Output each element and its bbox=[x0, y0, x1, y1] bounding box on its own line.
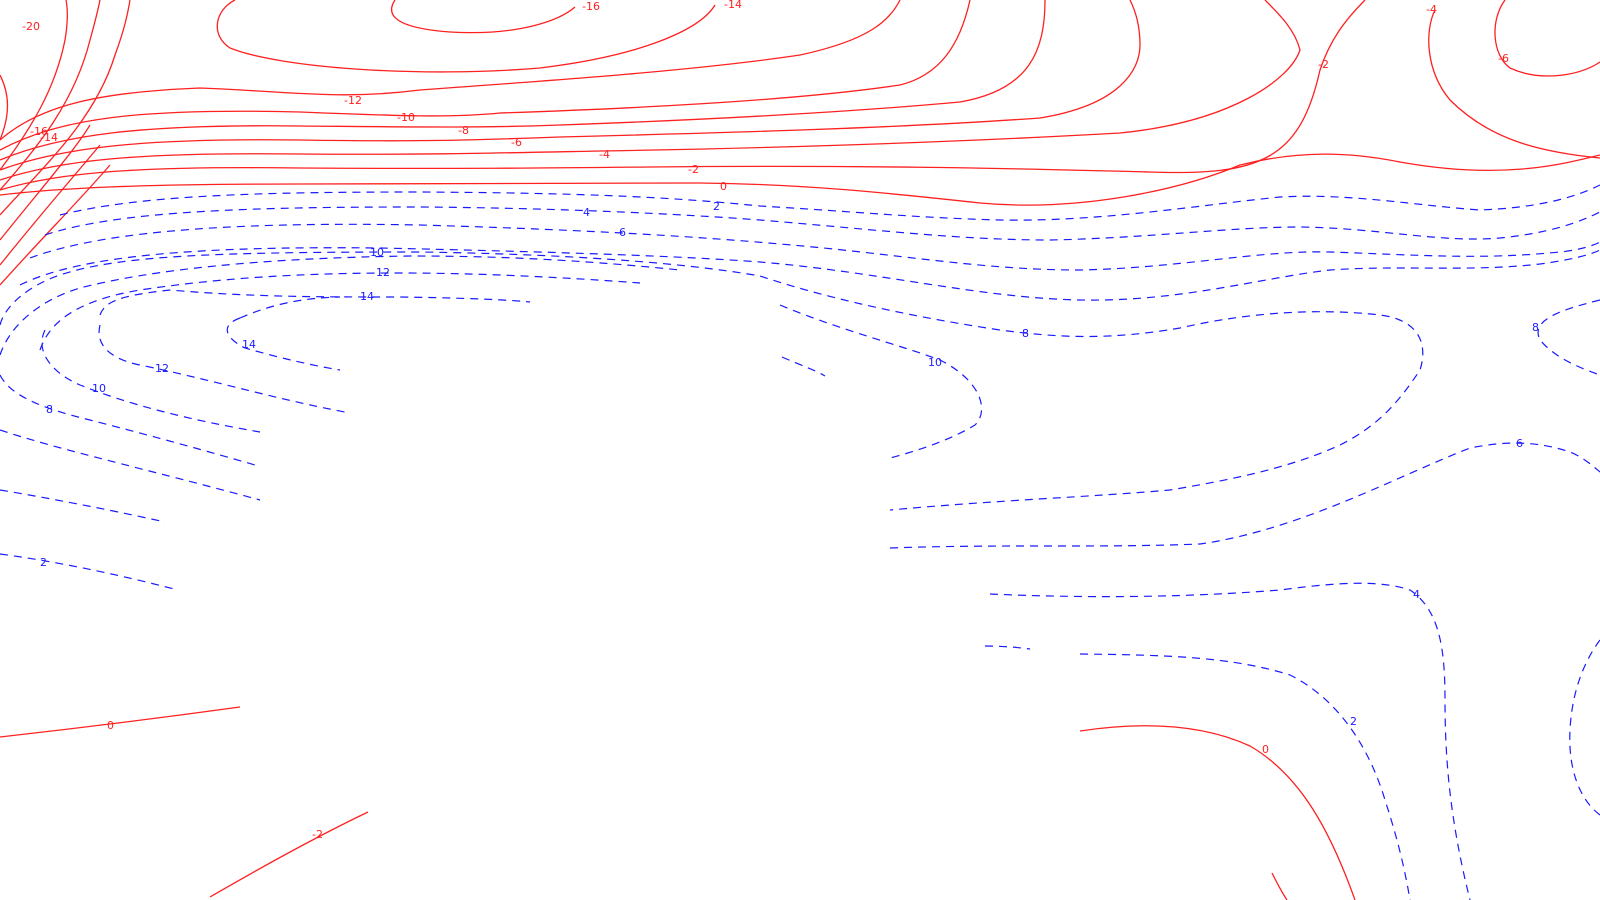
contour-label: 0 bbox=[1262, 743, 1269, 756]
contour-label: -6 bbox=[511, 136, 522, 149]
contour-label: 12 bbox=[155, 362, 169, 375]
contour-plus-8-left-b bbox=[0, 429, 261, 501]
contour-plus-12-loop bbox=[98, 324, 346, 413]
contour-plus-8-left-a bbox=[0, 374, 256, 466]
contour-minus-16-top bbox=[390, 0, 576, 34]
contour-label: 2 bbox=[40, 556, 47, 569]
contour-plus-8-right-edge bbox=[1537, 299, 1600, 376]
contour-plus-10-mid bbox=[779, 304, 983, 459]
contour-plus-14-loop bbox=[226, 317, 341, 371]
contour-minus-4-right bbox=[1428, 9, 1600, 159]
contour-label: 2 bbox=[1350, 715, 1357, 728]
contour-minus-2-bottom bbox=[209, 811, 369, 898]
contour-plus-6-top bbox=[29, 223, 1600, 271]
contour-plus-4-fragment bbox=[984, 645, 1031, 650]
contour-plus-6-left bbox=[0, 489, 166, 523]
contour-label: 10 bbox=[92, 382, 106, 395]
contour-corner-3 bbox=[0, 0, 131, 216]
contour-corner-4 bbox=[0, 124, 91, 241]
contour-minus-14-top bbox=[216, 0, 716, 73]
contour-minus-4 bbox=[0, 0, 1301, 181]
contour-bottom-right-fragment bbox=[1271, 872, 1288, 900]
contour-minus-12 bbox=[0, 0, 901, 141]
contour-corner-1 bbox=[0, 0, 69, 171]
contour-label: 8 bbox=[46, 403, 53, 416]
contour-minus-8 bbox=[0, 0, 1046, 161]
contour-label: 0 bbox=[720, 180, 727, 193]
contour-label: 6 bbox=[619, 226, 626, 239]
contour-minus-2 bbox=[0, 0, 1366, 191]
contour-label: -2 bbox=[312, 828, 323, 841]
contour-plus-10-loop bbox=[41, 329, 261, 433]
contour-corner-2 bbox=[0, 0, 101, 191]
contour-minus-10 bbox=[0, 0, 971, 151]
contour-label: 12 bbox=[376, 266, 390, 279]
contour-label: 10 bbox=[370, 246, 384, 259]
contour-zero-bottom-left bbox=[0, 706, 241, 738]
contour-plus-14-upper bbox=[239, 296, 341, 319]
contour-label: -16 bbox=[582, 0, 600, 13]
contour-plus-4-top bbox=[44, 206, 1600, 241]
contour-label: -14 bbox=[724, 0, 742, 11]
positive-contours bbox=[0, 184, 1600, 900]
contour-label: -8 bbox=[458, 124, 469, 137]
contour-label: -2 bbox=[688, 163, 699, 176]
contour-label: -20 bbox=[22, 20, 40, 33]
contour-plus-8-main bbox=[0, 251, 1424, 511]
contour-plus-2-left bbox=[0, 553, 179, 591]
contour-corner-6 bbox=[0, 164, 111, 286]
contour-plus-2-top bbox=[59, 184, 1600, 221]
contour-plus-10-left bbox=[0, 255, 681, 356]
contour-plus-14-left bbox=[99, 289, 531, 316]
contour-plus-far-right bbox=[1569, 639, 1600, 816]
contour-zero-top bbox=[0, 153, 1600, 206]
contour-label: 0 bbox=[107, 719, 114, 732]
contour-label: 6 bbox=[1516, 437, 1523, 450]
contour-plus-4-right bbox=[989, 582, 1471, 900]
contour-label: -14 bbox=[40, 131, 58, 144]
contour-zero-bottom-right bbox=[1079, 725, 1356, 900]
contour-label: 8 bbox=[1022, 327, 1029, 340]
contour-plus-10-fragment bbox=[781, 356, 826, 377]
contour-label: 14 bbox=[242, 338, 256, 351]
contour-plus-12-left bbox=[39, 272, 641, 351]
contour-label: 8 bbox=[1532, 321, 1539, 334]
contour-label: -10 bbox=[397, 111, 415, 124]
contour-label: 10 bbox=[928, 356, 942, 369]
contour-minus-20-corner bbox=[0, 74, 9, 141]
contour-label: 4 bbox=[1413, 588, 1420, 601]
contour-label: -6 bbox=[1498, 52, 1509, 65]
contour-label: 2 bbox=[713, 200, 720, 213]
contour-minus-6 bbox=[0, 0, 1141, 171]
contour-label: -12 bbox=[344, 94, 362, 107]
contour-labels: -20 -16 -14 -16 -14 -12 -10 -8 -6 -4 -2 … bbox=[22, 0, 1539, 841]
contour-label: -2 bbox=[1318, 58, 1329, 71]
contour-corner-5 bbox=[0, 144, 101, 266]
contour-label: 4 bbox=[583, 206, 590, 219]
contour-minus-6-right bbox=[1494, 0, 1600, 77]
contour-label: -4 bbox=[1426, 3, 1437, 16]
contour-label: -4 bbox=[599, 148, 610, 161]
contour-plus-6-right bbox=[889, 442, 1600, 549]
contour-plus-8-top bbox=[19, 247, 1600, 301]
contour-label: -16 bbox=[30, 125, 48, 138]
contour-plus-2-right bbox=[1079, 653, 1411, 900]
contour-label: 14 bbox=[360, 290, 374, 303]
